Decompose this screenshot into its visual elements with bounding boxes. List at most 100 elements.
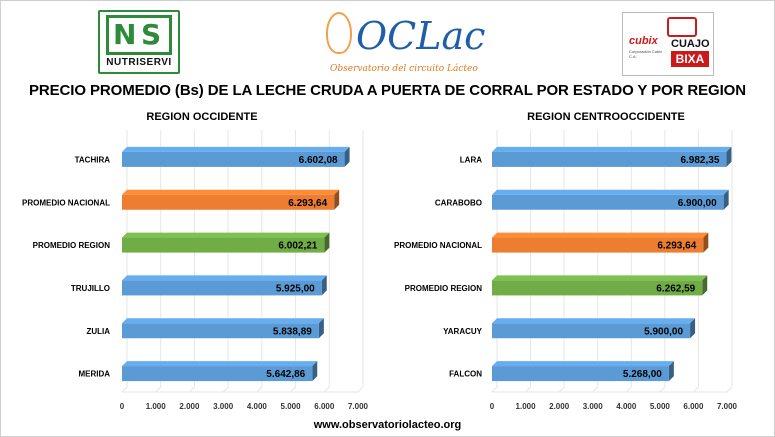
chart-2-gridline-foot [491, 386, 498, 393]
chart-2-bar-side [690, 318, 696, 339]
chart-1-bar-side [312, 361, 318, 382]
chart-1-bar-top [122, 361, 318, 367]
chart-2-bar-top [492, 318, 696, 324]
cubix-logo: cubix Corporación Cubix C.A. CUAJO BIXA [622, 12, 714, 76]
chart-1-bar [122, 194, 335, 210]
chart-1-tick-label: 1.000 [146, 402, 167, 411]
chart-1-bar-side [344, 146, 350, 167]
chart-2-gridline-foot [558, 386, 565, 393]
chart-2-tick-label: 4.000 [616, 402, 637, 411]
chart-1-value-label: 5.925,00 [276, 283, 315, 294]
chart-1-bar-top [122, 318, 324, 324]
chart-2-category-label: PROMEDIO NACIONAL [394, 241, 482, 250]
chart-2-bar [492, 366, 669, 382]
footer-url[interactable]: www.observatoriolacteo.org [313, 419, 462, 431]
chart-1-tick-label: 3.000 [213, 402, 234, 411]
chart-2-bar [492, 151, 727, 167]
chart-2-bar-side [702, 275, 708, 296]
chart-2-gridline-foot [659, 386, 666, 393]
chart-1-bar-top [122, 275, 327, 281]
chart-2-tick-label: 3.000 [583, 402, 604, 411]
chart-1-value-label: 5.642,86 [266, 369, 305, 380]
chart-2-category-label: YARACUY [443, 327, 482, 336]
chart-1-category-label: PROMEDIO NACIONAL [22, 198, 110, 207]
chart-2-gridline-foot [525, 386, 531, 393]
chart-2-bar-side [703, 232, 709, 253]
chart-2-bar-top [492, 232, 709, 238]
oclac-name: OCLac [356, 14, 486, 58]
chart-2-title: REGION CENTROOCCIDENTE [527, 111, 685, 123]
chart-2-bar-top [492, 146, 732, 152]
chart-1-bar-side [324, 232, 330, 253]
chart-1-tick-label: 5.000 [281, 402, 302, 411]
chart-1-tick-label: 2.000 [179, 402, 200, 411]
bixa-text: BIXA [671, 51, 709, 67]
chart-1-value-label: 5.838,89 [273, 326, 312, 337]
chart-1-gridline-foot [121, 386, 128, 393]
chart-1-gridline-foot [323, 386, 330, 393]
chart-1-category-label: TACHIRA [75, 155, 111, 164]
cuajo-bixa-emblem-icon [667, 17, 697, 37]
chart-1-value-label: 6.002,21 [278, 241, 317, 252]
chart-2-gridline-foot [693, 386, 699, 393]
chart-1-bar [122, 151, 345, 167]
chart-1-value-label: 6.293,64 [288, 198, 327, 209]
chart-2-value-label: 6.900,00 [678, 198, 717, 209]
chart-1-title: REGION OCCIDENTE [146, 111, 257, 123]
chart-1-bar [122, 237, 325, 253]
chart-2-bar-side [726, 146, 732, 167]
chart-1-gridline-foot [357, 386, 364, 393]
chart-1-gridline-foot [189, 386, 195, 393]
chart-2-bar-top [492, 189, 729, 195]
chart-2-category-label: LARA [460, 155, 482, 164]
nutriservi-wordmark: NUTRISERVI [106, 57, 172, 68]
chart-2-tick-label: 6.000 [683, 402, 704, 411]
chart-1-gridline-foot [222, 386, 229, 393]
chart-2-bar-side [668, 361, 674, 382]
chart-1-bar-top [122, 146, 350, 152]
chart-2-value-label: 5.900,00 [644, 326, 683, 337]
cuajo-text: CUAJO [671, 38, 710, 50]
oclac-logo: OCLac Observatorio del circuito Lácteo [320, 8, 485, 84]
chart-1-tick-label: 0 [120, 402, 125, 411]
chart-2-bar [492, 323, 691, 339]
chart-2-gridline-foot [625, 386, 632, 393]
chart-2-value-label: 6.262,59 [656, 283, 695, 294]
chart-2-category-label: CARABOBO [435, 198, 482, 207]
chart-2-bar [492, 237, 704, 253]
chart-2-tick-label: 1.000 [516, 402, 537, 411]
chart-1-bar-side [318, 318, 324, 339]
chart-2-tick-label: 7.000 [717, 402, 738, 411]
chart-1-value-label: 6.602,08 [299, 155, 338, 166]
chart-2-tick-label: 0 [490, 402, 495, 411]
cubix-brand: cubix [629, 35, 658, 47]
chart-1-bar [122, 366, 313, 382]
chart-2-bar [492, 280, 703, 296]
chart-2-bar-top [492, 361, 674, 367]
main-title: PRECIO PROMEDIO (Bs) DE LA LECHE CRUDA A… [29, 82, 746, 99]
chart-1-tick-label: 7.000 [348, 402, 369, 411]
chart-1-bar-side [334, 189, 340, 210]
chart-1-gridline-foot [256, 386, 263, 393]
chart-2-bar-top [492, 275, 708, 281]
chart-1-tick-label: 6.000 [314, 402, 335, 411]
chart-2-value-label: 5.268,00 [623, 369, 662, 380]
chart-1-bar-top [122, 232, 330, 238]
chart-1-category-label: ZULIA [86, 327, 110, 336]
chart-1-tick-label: 4.000 [247, 402, 268, 411]
oclac-tagline: Observatorio del circuito Lácteo [330, 64, 478, 74]
chart-1-bar [122, 323, 319, 339]
chart-1-bar [122, 280, 322, 296]
chart-2-value-label: 6.293,64 [657, 241, 696, 252]
chart-1-gridline-foot [290, 386, 296, 393]
chart-2-gridline-foot [726, 386, 733, 393]
chart-2-category-label: FALCON [449, 370, 482, 379]
chart-2-tick-label: 2.000 [549, 402, 570, 411]
chart-2-bar [492, 194, 724, 210]
chart-2-tick-label: 5.000 [650, 402, 671, 411]
chart-1-category-label: PROMEDIO REGION [33, 241, 111, 250]
chart-2-gridline-foot [592, 386, 599, 393]
